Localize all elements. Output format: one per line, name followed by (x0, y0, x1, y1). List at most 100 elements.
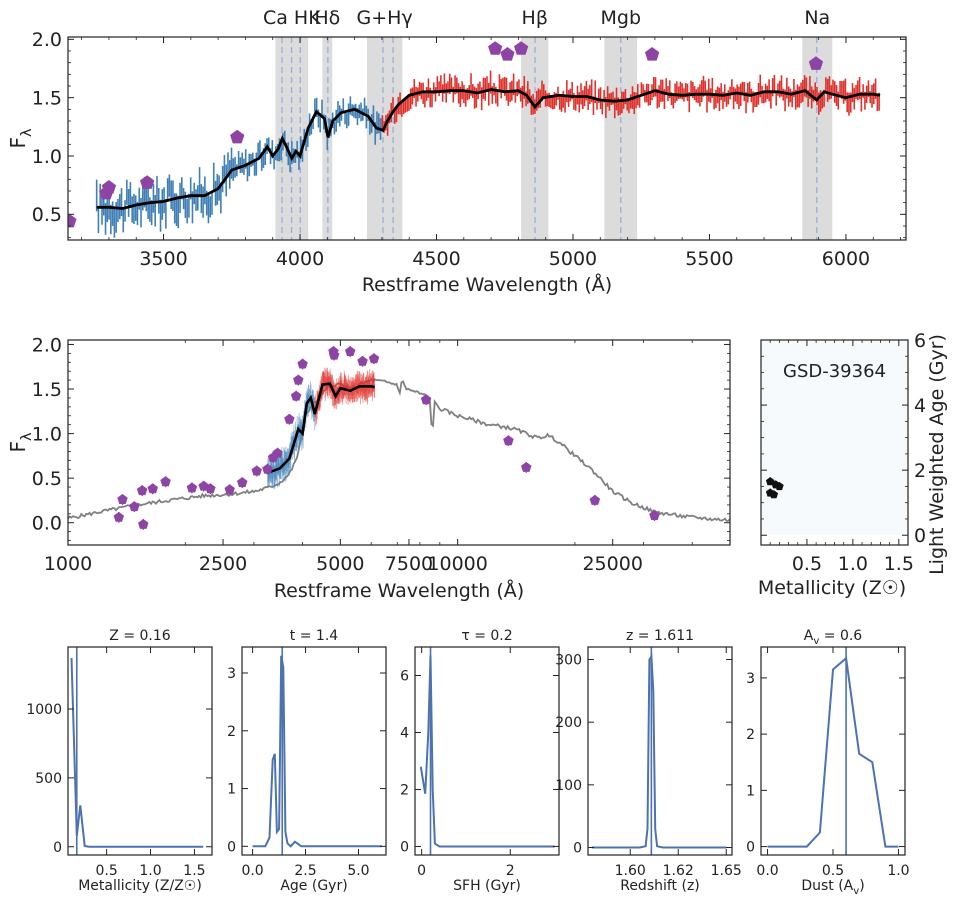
x-tick-label: 7500 (385, 553, 433, 575)
photometry-point (368, 353, 380, 364)
plot-area (68, 37, 881, 240)
plot-area (252, 647, 382, 855)
axes-frame (241, 646, 387, 856)
photometry-point (140, 175, 155, 189)
y-tick-label: 2 (914, 460, 926, 482)
y-tick-label: 2 (400, 783, 409, 799)
y-tick-label: 2.0 (32, 29, 62, 51)
absorption-band (366, 37, 403, 240)
x-axis-label: Redshift (z) (620, 878, 700, 894)
photometry-point (129, 501, 140, 512)
x-tick-label: 4500 (412, 248, 460, 270)
posterior-curve (591, 653, 727, 849)
y-tick-label: 200 (555, 715, 582, 731)
photometry-point (186, 482, 198, 493)
band-label: G+Hγ (357, 7, 413, 29)
posterior-curve (767, 656, 899, 848)
photometry-point (808, 56, 824, 70)
x-tick-label: 1.5 (183, 863, 205, 879)
panel-title: Z = 0.16 (109, 628, 170, 644)
y-tick-label: 1.5 (32, 379, 62, 401)
y-tick-label: 1.0 (32, 146, 62, 168)
x-axis-label: SFH (Gyr) (453, 878, 521, 894)
y-axis-label: Light Weighted Age (Gyr) (926, 334, 948, 575)
posterior-metallicity-panel: 0.5 1.0 1.5 0 500 1000 Z = 0.16 Metallicity (Z/… (26, 628, 213, 894)
panel-title: Av = 0.6 (804, 628, 863, 647)
photometry-point (293, 374, 304, 385)
y-tick-label: 1.0 (32, 423, 62, 445)
band-label: Hδ (314, 7, 340, 29)
x-tick-label: 2 (506, 863, 515, 879)
x-axis-label: Metallicity (Z/Z☉) (78, 878, 202, 894)
photometry-point (230, 129, 245, 144)
panel-title: t = 1.4 (290, 628, 338, 644)
posterior-sample (765, 488, 775, 497)
y-tick-label: 300 (555, 653, 582, 669)
photometry-point (101, 180, 117, 194)
x-tick-label: 0 (417, 863, 426, 879)
y-tick-label: 2.0 (32, 334, 62, 356)
plot-area (70, 647, 204, 855)
x-tick-label: 6000 (822, 248, 870, 270)
x-tick-label: 0.5 (96, 863, 118, 879)
band-label: Mgb (600, 7, 641, 29)
photometry-point (205, 483, 216, 494)
posterior-curve (419, 655, 555, 848)
y-tick-label: 0.5 (32, 468, 62, 490)
y-tick-label: 0 (53, 840, 62, 856)
x-tick-label: 0.5 (792, 553, 822, 575)
photometry-point (500, 47, 515, 61)
photometry-point (160, 476, 171, 487)
photometry-point (117, 494, 128, 504)
axes-frame (67, 339, 731, 546)
photometry-point (251, 465, 262, 476)
y-tick-label: 1.5 (32, 88, 62, 110)
x-tick-label: 0.0 (756, 863, 778, 879)
x-axis-label: Restframe Wavelength (Å) (362, 273, 612, 296)
plot-area (591, 647, 727, 855)
x-tick-label: 1.62 (663, 863, 694, 879)
x-tick-label: 10000 (427, 553, 487, 575)
photometry-point (237, 477, 248, 488)
y-tick-label: 4 (914, 395, 926, 417)
x-tick-label: 1.0 (887, 863, 909, 879)
y-axis-label: Fλ (6, 432, 35, 453)
x-axis-label: Metallicity (Z☉) (758, 577, 906, 599)
posterior-dust-panel: 0.0 0.5 1.0 0 1 2 3 Av = 0.6 Dust (Av) (746, 628, 910, 897)
x-tick-label: 1.5 (884, 553, 914, 575)
x-tick-label: 5.0 (347, 863, 369, 879)
y-tick-label: 1 (746, 783, 755, 799)
photometry-point (290, 390, 302, 401)
y-tick-label: 0 (746, 840, 755, 856)
photometry-point (284, 413, 295, 424)
axes-frame (67, 36, 907, 241)
fit-curve (267, 382, 376, 475)
x-tick-label: 25000 (582, 553, 642, 575)
photometry-point (113, 511, 124, 522)
model-curve (96, 88, 881, 210)
y-tick-label: 0 (914, 525, 926, 547)
y-tick-label: 500 (35, 771, 62, 787)
y-tick-label: 6 (400, 669, 409, 685)
photometry-point (589, 494, 601, 505)
photometry-point (357, 355, 368, 366)
plot-area (767, 647, 899, 855)
object-id-label: GSD-39364 (783, 361, 886, 382)
photometry-point (138, 519, 149, 529)
panel-title: z = 1.611 (626, 628, 694, 644)
posterior-sample (771, 480, 780, 489)
y-tick-label: 1000 (26, 702, 62, 718)
y-tick-label: 2 (227, 724, 236, 740)
y-tick-label: 0 (227, 839, 236, 855)
x-tick-label: 2.5 (294, 863, 316, 879)
posterior-curve (252, 655, 382, 848)
photometry-point (345, 346, 356, 356)
posterior-redshift-panel: 1.60 1.62 1.65 0 100 200 300 z = 1.611 Redshift … (555, 628, 742, 894)
axes-frame (67, 646, 213, 856)
x-axis-label: Dust (Av) (801, 878, 864, 897)
y-tick-label: 0.5 (32, 204, 62, 226)
band-label: Hβ (522, 7, 548, 29)
band-label: Ca HK (263, 7, 321, 29)
